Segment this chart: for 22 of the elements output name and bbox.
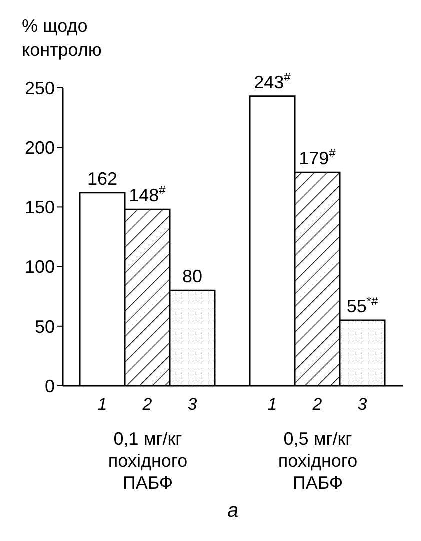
- x-tick-label: 0,5 мг/кг похідного ПАБФ: [278, 428, 358, 493]
- text: 1: [268, 395, 278, 414]
- text: 3: [358, 395, 368, 414]
- data-label: 80: [182, 266, 203, 287]
- series-label: 2: [142, 395, 153, 414]
- y-tick-label: 150: [24, 198, 55, 218]
- text: 2: [312, 395, 322, 414]
- y-tick-label: 100: [24, 257, 55, 278]
- data-label: 162: [87, 168, 118, 189]
- data-label: 55$^{*#}$: [346, 294, 379, 316]
- y-tick-label: 50: [34, 316, 55, 337]
- data-label: 179$^{#}$: [299, 146, 336, 169]
- y-tick-label: 250: [24, 78, 55, 98]
- y-tick-label: 0: [44, 376, 55, 396]
- x-tick-label: 0,1 мг/кг похідного ПАБФ: [108, 428, 188, 493]
- series-label: 3: [188, 395, 198, 414]
- y-tick-label: 200: [24, 138, 55, 158]
- y-axis-title: % щодо контролю: [22, 15, 103, 62]
- text: а: [226, 500, 240, 523]
- data-label: 243$^{#}$: [254, 70, 292, 92]
- data-label: 148$^{#}$: [129, 184, 166, 206]
- series-label: 1: [98, 395, 108, 414]
